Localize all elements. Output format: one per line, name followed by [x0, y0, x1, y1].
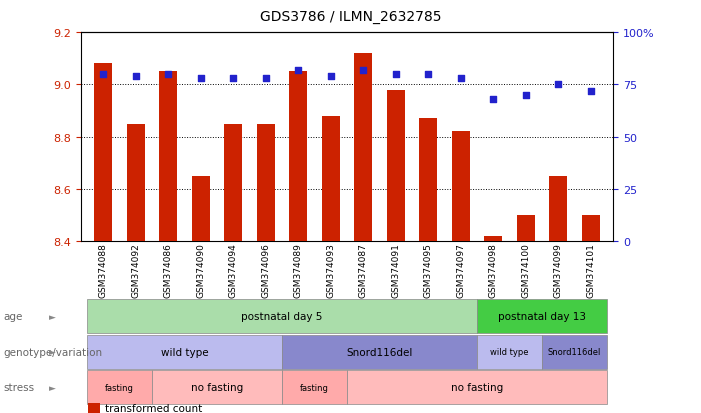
Bar	[419, 119, 437, 242]
Text: transformed count: transformed count	[105, 404, 203, 413]
Text: ►: ►	[49, 383, 56, 392]
Bar	[290, 72, 307, 242]
Point	[552, 82, 564, 88]
Text: age: age	[4, 311, 23, 321]
Point	[195, 76, 206, 82]
Text: ►: ►	[49, 347, 56, 356]
Text: Snord116del: Snord116del	[547, 347, 601, 356]
Bar	[451, 132, 470, 242]
Text: ►: ►	[49, 312, 56, 321]
Point	[292, 67, 304, 74]
Text: Snord116del: Snord116del	[346, 347, 413, 357]
Point	[97, 71, 109, 78]
Bar	[192, 176, 210, 242]
Point	[358, 67, 369, 74]
Bar	[549, 176, 567, 242]
Text: no fasting: no fasting	[191, 382, 243, 392]
Bar	[159, 72, 177, 242]
Point	[163, 71, 174, 78]
Bar	[484, 236, 502, 242]
Text: genotype/variation: genotype/variation	[4, 347, 102, 357]
Point	[520, 92, 531, 99]
Bar	[517, 216, 535, 242]
Point	[585, 88, 597, 95]
Text: no fasting: no fasting	[451, 382, 503, 392]
Text: postnatal day 5: postnatal day 5	[241, 311, 322, 321]
Point	[423, 71, 434, 78]
Text: wild type: wild type	[490, 347, 529, 356]
Text: postnatal day 13: postnatal day 13	[498, 311, 586, 321]
Bar	[582, 216, 599, 242]
Text: stress: stress	[4, 382, 34, 392]
Point	[488, 97, 499, 103]
Text: fasting: fasting	[105, 383, 134, 392]
Bar	[354, 54, 372, 242]
Point	[130, 74, 142, 80]
Bar	[257, 124, 275, 242]
Bar	[127, 124, 145, 242]
Point	[228, 76, 239, 82]
Text: wild type: wild type	[161, 347, 208, 357]
Text: fasting: fasting	[300, 383, 329, 392]
Point	[455, 76, 466, 82]
Text: GDS3786 / ILMN_2632785: GDS3786 / ILMN_2632785	[260, 10, 441, 24]
Bar	[387, 90, 404, 242]
Bar	[322, 116, 340, 242]
Point	[325, 74, 336, 80]
Bar	[95, 64, 112, 242]
Bar	[224, 124, 243, 242]
Point	[390, 71, 402, 78]
Point	[260, 76, 271, 82]
